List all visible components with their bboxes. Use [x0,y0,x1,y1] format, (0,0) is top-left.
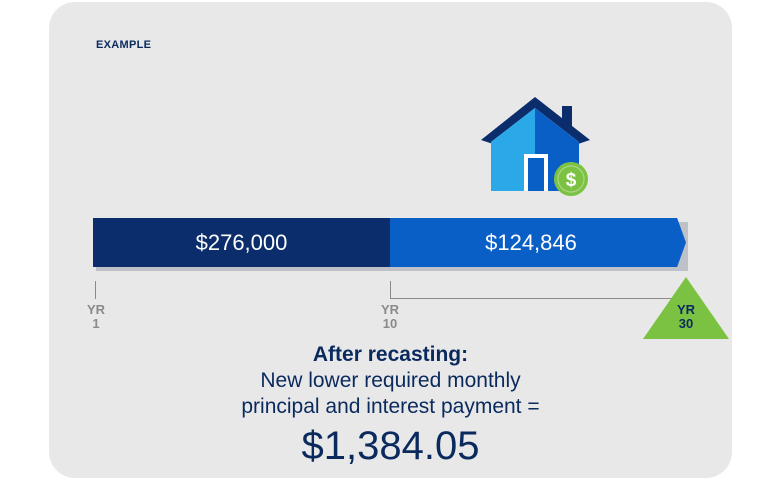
bracket-yr10-yr30 [390,298,686,299]
tick-yr10 [390,281,391,299]
segment-paid-value: $276,000 [195,229,288,255]
segment-remaining-balance: $124,846 [390,218,686,267]
house-icon: $ [481,97,590,196]
tick-yr1 [95,281,96,299]
payment-amount: $1,384.05 [301,424,480,468]
summary-line-2: principal and interest payment = [241,395,540,418]
tick-label-yr30: YR 30 [676,302,696,331]
dollar-coin-icon: $ [554,162,588,196]
svg-text:$: $ [566,170,577,191]
year-30-triangle [643,277,729,339]
summary-heading: After recasting: [312,343,469,366]
summary-line-1: New lower required monthly [260,369,521,392]
segment-paid-balance: $276,000 [93,218,390,267]
tick-label-yr1: YR 1 [86,302,106,331]
segment-remaining-value: $124,846 [485,229,577,255]
example-label: EXAMPLE [96,39,152,51]
tick-label-yr10: YR 10 [380,302,400,331]
